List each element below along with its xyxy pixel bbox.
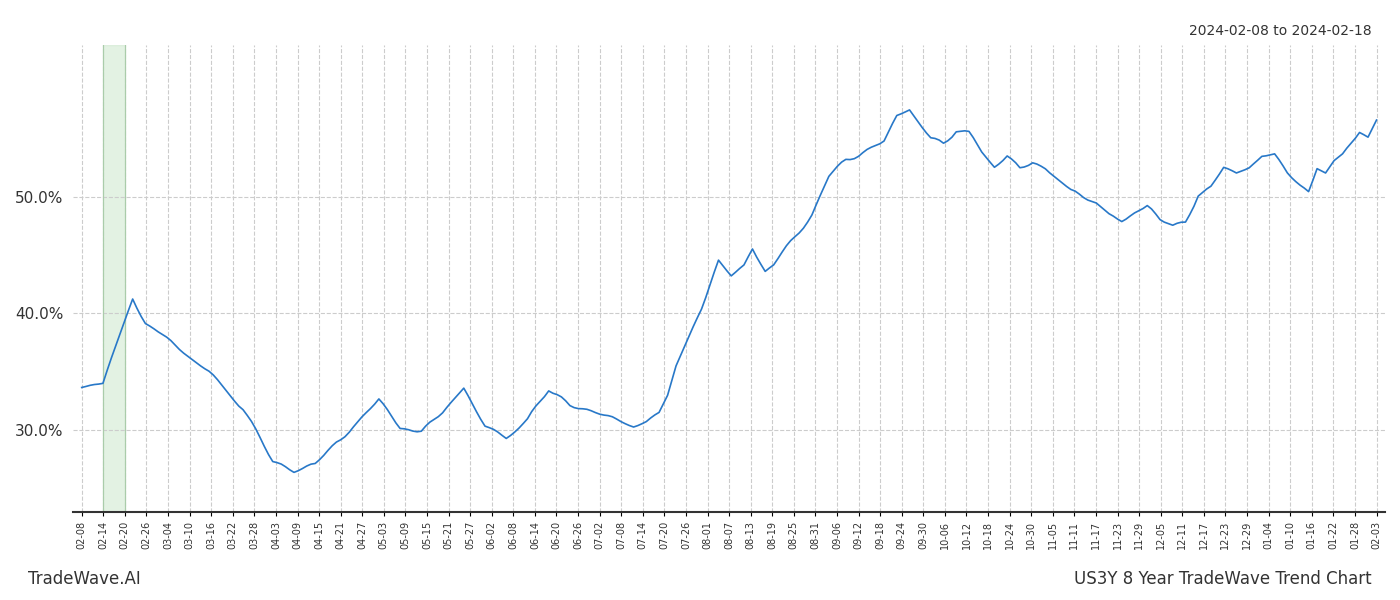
Text: US3Y 8 Year TradeWave Trend Chart: US3Y 8 Year TradeWave Trend Chart xyxy=(1074,570,1372,588)
Text: 2024-02-08 to 2024-02-18: 2024-02-08 to 2024-02-18 xyxy=(1190,24,1372,38)
Bar xyxy=(104,45,125,512)
Text: TradeWave.AI: TradeWave.AI xyxy=(28,570,141,588)
